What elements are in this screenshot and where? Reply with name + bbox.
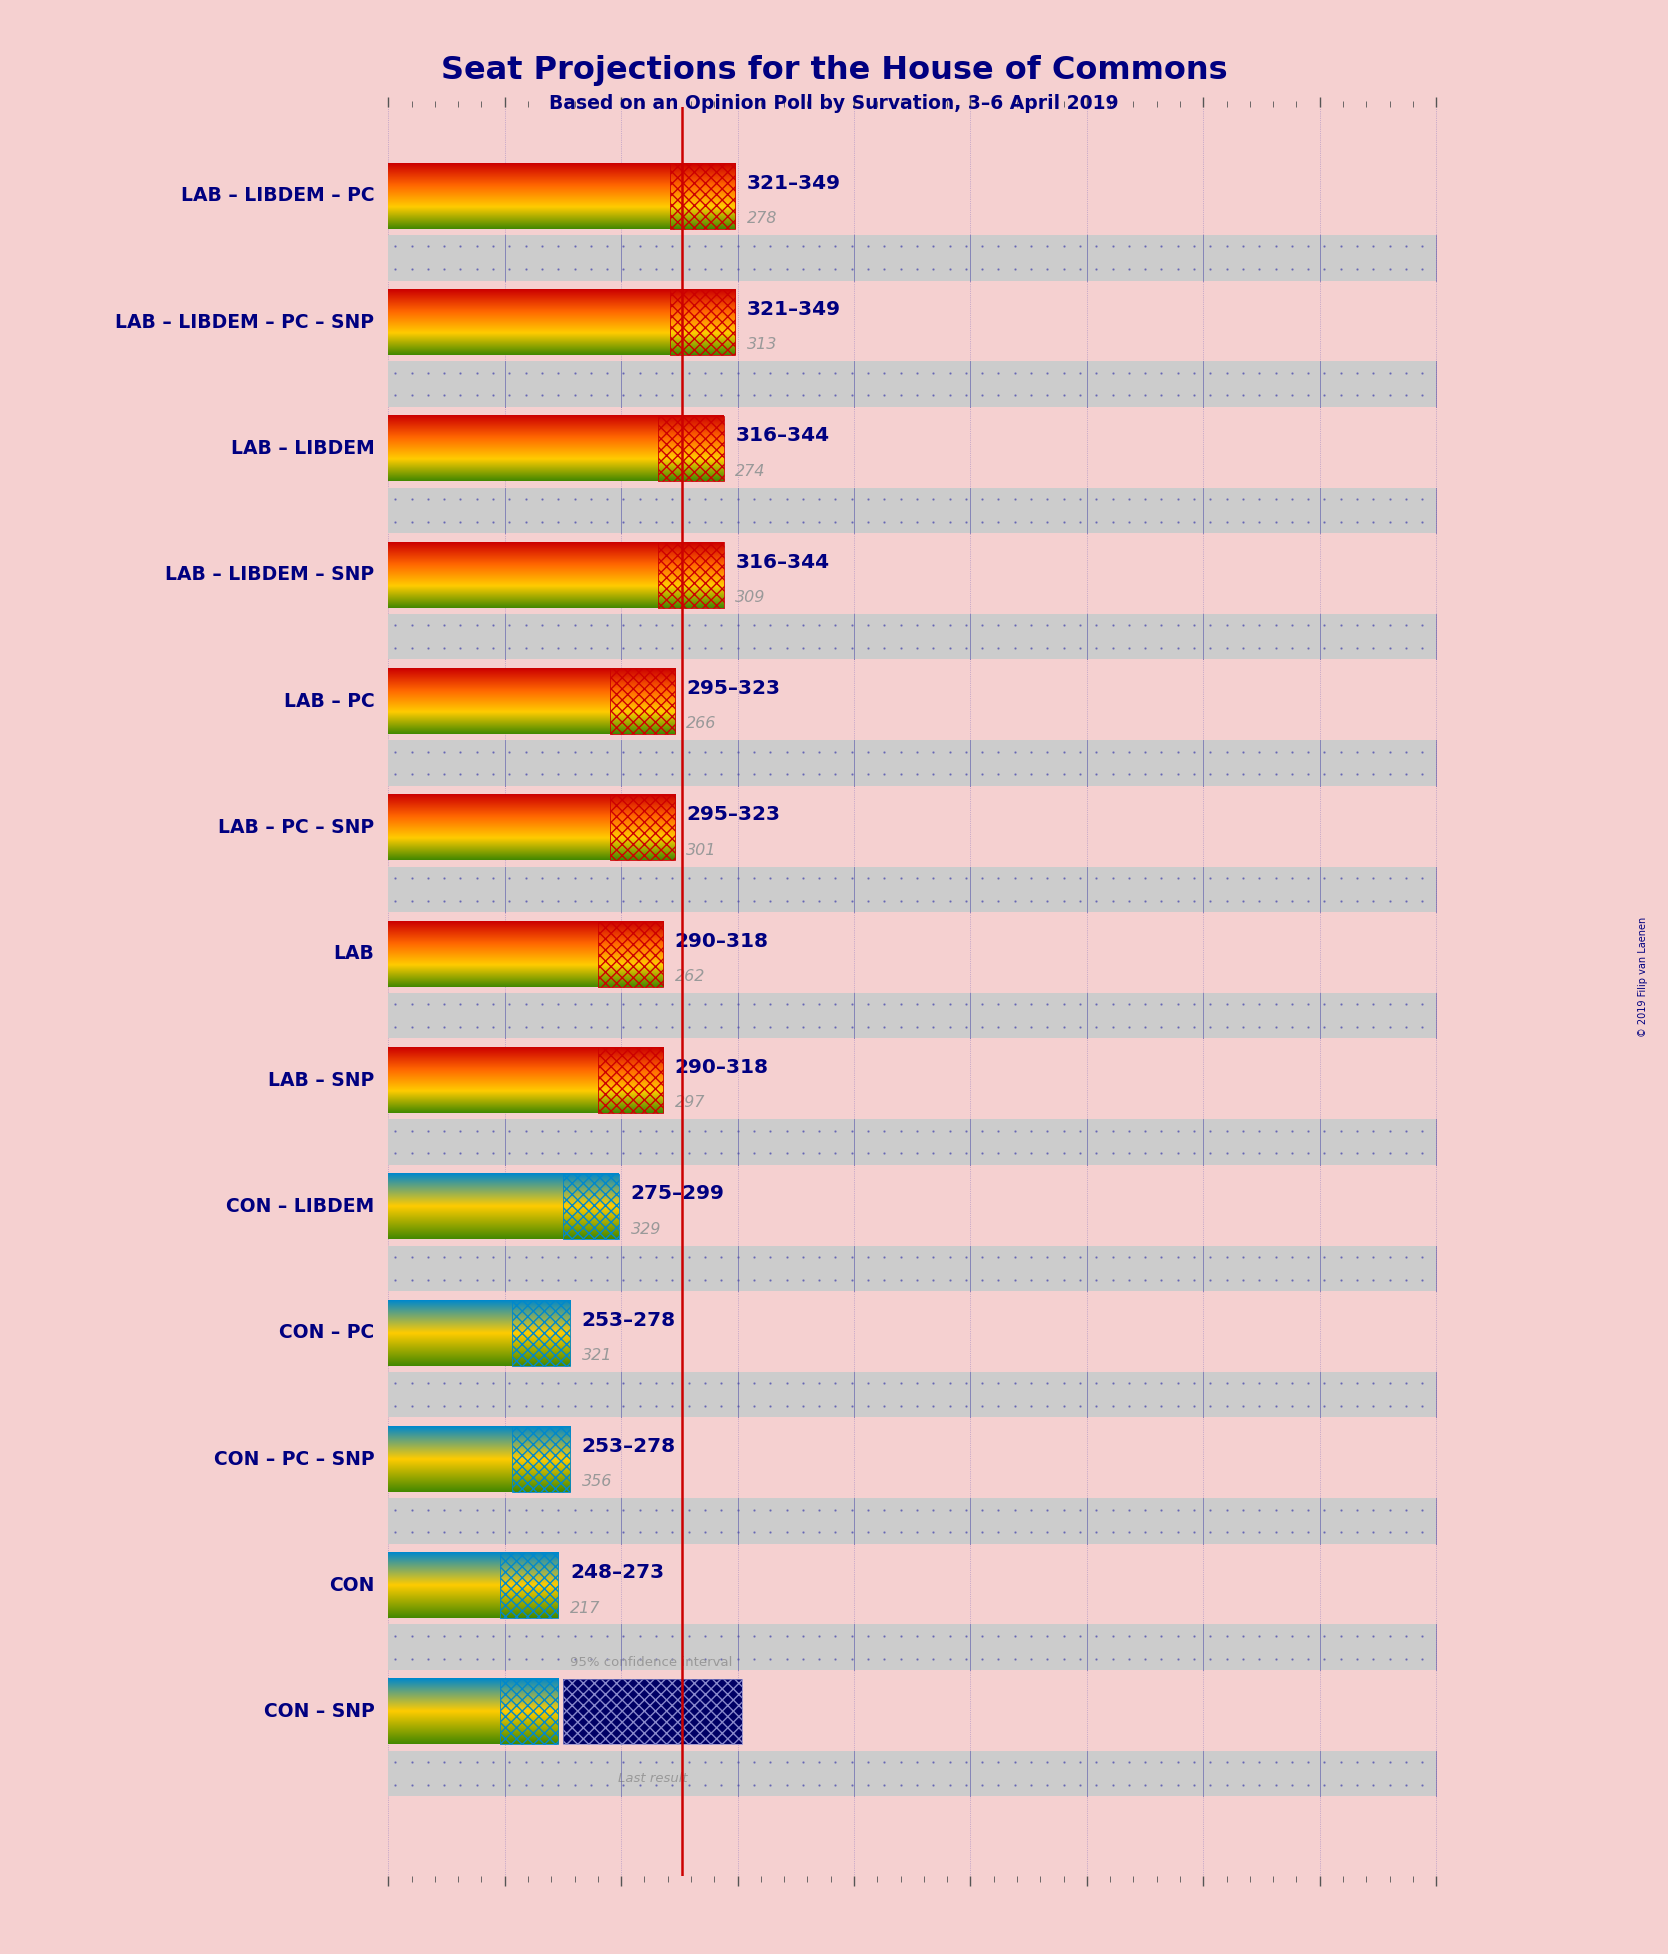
Bar [564,1174,619,1239]
Bar [659,541,724,608]
Text: LAB – LIBDEM – PC – SNP: LAB – LIBDEM – PC – SNP [115,313,374,332]
Bar [389,234,1436,281]
Text: LAB – SNP: LAB – SNP [269,1071,374,1090]
Text: 290–318: 290–318 [676,1057,769,1077]
Bar [512,1426,570,1491]
Text: CON – LIBDEM: CON – LIBDEM [227,1198,374,1215]
Text: 321: 321 [582,1348,612,1364]
Bar [512,1299,570,1366]
Bar [597,1047,664,1114]
Bar [389,488,1436,533]
Text: Based on an Opinion Poll by Survation, 3–6 April 2019: Based on an Opinion Poll by Survation, 3… [549,94,1119,113]
Text: 316–344: 316–344 [736,553,829,573]
Bar [671,289,736,356]
Text: 329: 329 [631,1221,661,1237]
Bar [389,741,1436,786]
Bar [564,1678,742,1745]
Bar [609,795,676,860]
Text: 95% confidence interval: 95% confidence interval [570,1655,732,1669]
Bar [500,1553,559,1618]
Text: 266: 266 [686,717,717,731]
Text: 248–273: 248–273 [570,1563,664,1583]
Text: 316–344: 316–344 [736,426,829,446]
Text: 295–323: 295–323 [686,678,781,698]
Bar [389,868,1436,913]
Bar [389,1499,1436,1544]
Text: Last result: Last result [617,1772,687,1784]
Text: LAB – LIBDEM – PC: LAB – LIBDEM – PC [180,186,374,205]
Bar [389,1120,1436,1165]
Bar [389,1245,1436,1292]
Bar [671,162,736,229]
Text: CON – SNP: CON – SNP [264,1702,374,1721]
Text: 321–349: 321–349 [747,301,841,319]
Text: CON: CON [329,1575,374,1594]
Text: 297: 297 [676,1096,706,1110]
Text: © 2019 Filip van Laenen: © 2019 Filip van Laenen [1638,916,1648,1038]
Text: LAB – LIBDEM – SNP: LAB – LIBDEM – SNP [165,565,374,584]
Bar [389,614,1436,658]
Text: 217: 217 [570,1600,600,1616]
Bar [389,1372,1436,1417]
Text: 352: 352 [570,1727,600,1741]
Bar [389,361,1436,406]
Text: with median: with median [570,1686,652,1700]
Bar [389,1624,1436,1671]
Text: 301: 301 [686,842,717,858]
Text: 295–323: 295–323 [686,805,781,825]
Text: 275–299: 275–299 [631,1184,724,1204]
Text: LAB – LIBDEM: LAB – LIBDEM [230,440,374,457]
Text: CON – PC: CON – PC [279,1323,374,1342]
Text: 253–278: 253–278 [582,1436,676,1456]
Text: LAB: LAB [334,944,374,963]
Text: LAB – PC: LAB – PC [284,692,374,711]
Bar [389,993,1436,1038]
Text: 290–318: 290–318 [676,932,769,952]
Text: Seat Projections for the House of Commons: Seat Projections for the House of Common… [440,55,1228,86]
Bar [564,1678,742,1745]
Text: 278: 278 [747,211,777,227]
Text: CON – PC – SNP: CON – PC – SNP [214,1450,374,1469]
Bar [659,416,724,481]
Text: LAB – PC – SNP: LAB – PC – SNP [219,819,374,836]
Text: 321–349: 321–349 [747,174,841,193]
Bar [389,1751,1436,1796]
Bar [597,920,664,987]
Text: 253–278: 253–278 [582,1311,676,1329]
Text: 274: 274 [736,463,766,479]
Text: 262: 262 [676,969,706,985]
Text: 248–273: 248–273 [570,1690,664,1708]
Text: 313: 313 [747,338,777,352]
Text: 309: 309 [736,590,766,606]
Text: 356: 356 [582,1473,612,1489]
Bar [609,668,676,735]
Bar [500,1678,559,1745]
